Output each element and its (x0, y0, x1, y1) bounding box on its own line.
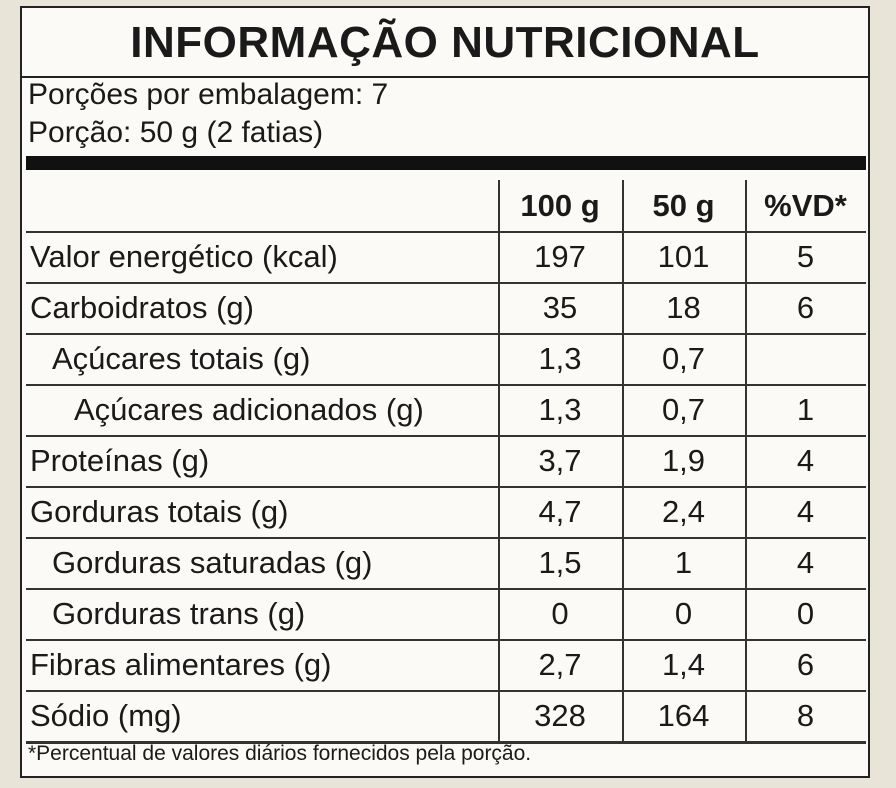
nutrient-value: 8 (796, 698, 815, 733)
row-divider (26, 486, 866, 488)
column-header: 100 g (520, 188, 600, 223)
nutrient-value: 1,3 (538, 392, 582, 427)
nutrient-value: 1,9 (661, 443, 706, 478)
row-divider (26, 231, 866, 233)
nutrient-value: 0,7 (661, 341, 706, 376)
title: INFORMAÇÃO NUTRICIONAL (130, 18, 760, 67)
nutrient-name: Açúcares totais (g) (52, 341, 311, 376)
nutrient-value: 1,4 (661, 647, 706, 682)
nutrient-value: 0 (796, 596, 815, 631)
column-divider (622, 180, 624, 741)
column-divider (498, 180, 500, 741)
row-divider (26, 690, 866, 692)
nutrient-value: 328 (534, 698, 586, 733)
row-divider (26, 639, 866, 641)
nutrient-value: 6 (796, 647, 815, 682)
servings-per-package: Porções por embalagem: 7 (28, 78, 389, 111)
column-divider (745, 180, 747, 741)
nutrient-name: Gorduras saturadas (g) (52, 545, 373, 580)
nutrient-name: Valor energético (kcal) (30, 239, 338, 274)
nutrient-name: Sódio (mg) (30, 698, 182, 733)
nutrient-name: Gorduras trans (g) (52, 596, 306, 631)
nutrient-value: 3,7 (538, 443, 582, 478)
row-divider (26, 537, 866, 539)
column-header: 50 g (652, 188, 715, 223)
nutrient-value: 164 (657, 698, 710, 733)
nutrient-name: Fibras alimentares (g) (30, 647, 332, 682)
serving-size: Porção: 50 g (2 fatias) (28, 116, 324, 149)
nutrient-value: 4 (796, 545, 815, 580)
column-header: %VD* (764, 188, 847, 223)
row-divider (26, 435, 866, 437)
nutrient-value: 1 (796, 392, 815, 427)
row-divider (26, 741, 866, 744)
nutrient-value: 0 (551, 596, 569, 631)
nutrient-value: 197 (534, 239, 586, 274)
nutrient-value: 18 (666, 290, 701, 325)
nutrient-name: Carboidratos (g) (30, 290, 254, 325)
nutrient-name: Gorduras totais (g) (30, 494, 289, 529)
nutrient-value: 6 (796, 290, 815, 325)
nutrient-value: 1 (674, 545, 693, 580)
nutrient-value: 4 (796, 494, 815, 529)
nutrition-label: INFORMAÇÃO NUTRICIONAL Porções por embal… (20, 6, 870, 778)
thick-bar (26, 156, 866, 170)
nutrient-value: 0 (674, 596, 693, 631)
nutrient-value: 2,7 (538, 647, 582, 682)
nutrient-value: 1,3 (538, 341, 582, 376)
nutrient-value: 0,7 (661, 392, 706, 427)
nutrient-value: 4,7 (538, 494, 582, 529)
footnote: *Percentual de valores diários fornecido… (28, 742, 532, 765)
nutrient-value: 2,4 (661, 494, 706, 529)
nutrient-value: 35 (542, 290, 578, 325)
nutrient-name: Açúcares adicionados (g) (74, 392, 424, 427)
row-divider (26, 333, 866, 335)
nutrient-name: Proteínas (g) (30, 443, 210, 478)
rule (22, 76, 868, 78)
row-divider (26, 588, 866, 590)
nutrient-value: 4 (796, 443, 815, 478)
nutrient-value: 1,5 (538, 545, 582, 580)
nutrient-value: 101 (657, 239, 710, 274)
nutrient-value: 5 (796, 239, 815, 274)
row-divider (26, 384, 866, 386)
row-divider (26, 282, 866, 284)
